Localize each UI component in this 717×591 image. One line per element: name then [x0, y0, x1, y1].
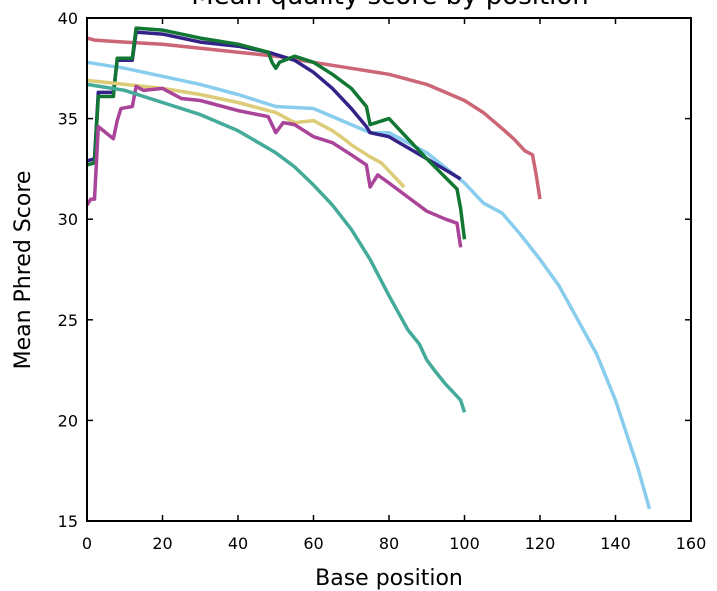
y-axis-label: Mean Phred Score: [11, 171, 36, 370]
x-tick-label: 0: [82, 534, 92, 553]
x-tick-label: 80: [379, 534, 399, 553]
x-axis-label: Base position: [315, 566, 463, 591]
y-tick-label: 15: [58, 512, 78, 531]
y-tick-label: 30: [58, 210, 78, 229]
x-tick-label: 20: [152, 534, 172, 553]
y-tick-label: 25: [58, 311, 78, 330]
series-line-6: [85, 84, 463, 248]
x-tick-label: 120: [525, 534, 556, 553]
x-tick-label: 140: [600, 534, 631, 553]
series-line-7: [86, 82, 467, 413]
y-tick-label: 40: [58, 9, 78, 28]
tick-layer: 0 20 40 60 80 100 120 140 160 15 20 25 30 35 40: [58, 9, 707, 553]
series-line-1: [86, 36, 542, 200]
plot-frame: [86, 17, 692, 522]
chart-title: Mean quality score by position: [191, 0, 589, 11]
y-tick-label: 20: [58, 411, 78, 430]
series-layer: [85, 26, 652, 510]
x-tick-label: 100: [449, 534, 480, 553]
series-line-2: [86, 60, 652, 510]
x-tick-label: 160: [676, 534, 707, 553]
x-tick-label: 40: [228, 534, 248, 553]
series-line-4: [86, 26, 467, 240]
series-line-5: [86, 78, 406, 189]
y-tick-label: 35: [58, 110, 78, 129]
x-tick-label: 60: [303, 534, 323, 553]
